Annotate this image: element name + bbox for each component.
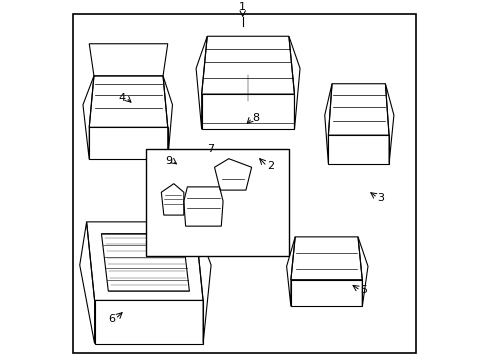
Text: 7: 7	[206, 144, 214, 154]
Text: 8: 8	[252, 113, 259, 123]
Text: 2: 2	[266, 161, 274, 171]
Bar	[146, 149, 288, 256]
Text: 6: 6	[108, 314, 115, 324]
Text: 3: 3	[377, 193, 384, 203]
Text: 9: 9	[165, 156, 172, 166]
Text: 1: 1	[239, 2, 246, 12]
Text: 4: 4	[119, 93, 126, 103]
Text: 5: 5	[360, 285, 367, 296]
